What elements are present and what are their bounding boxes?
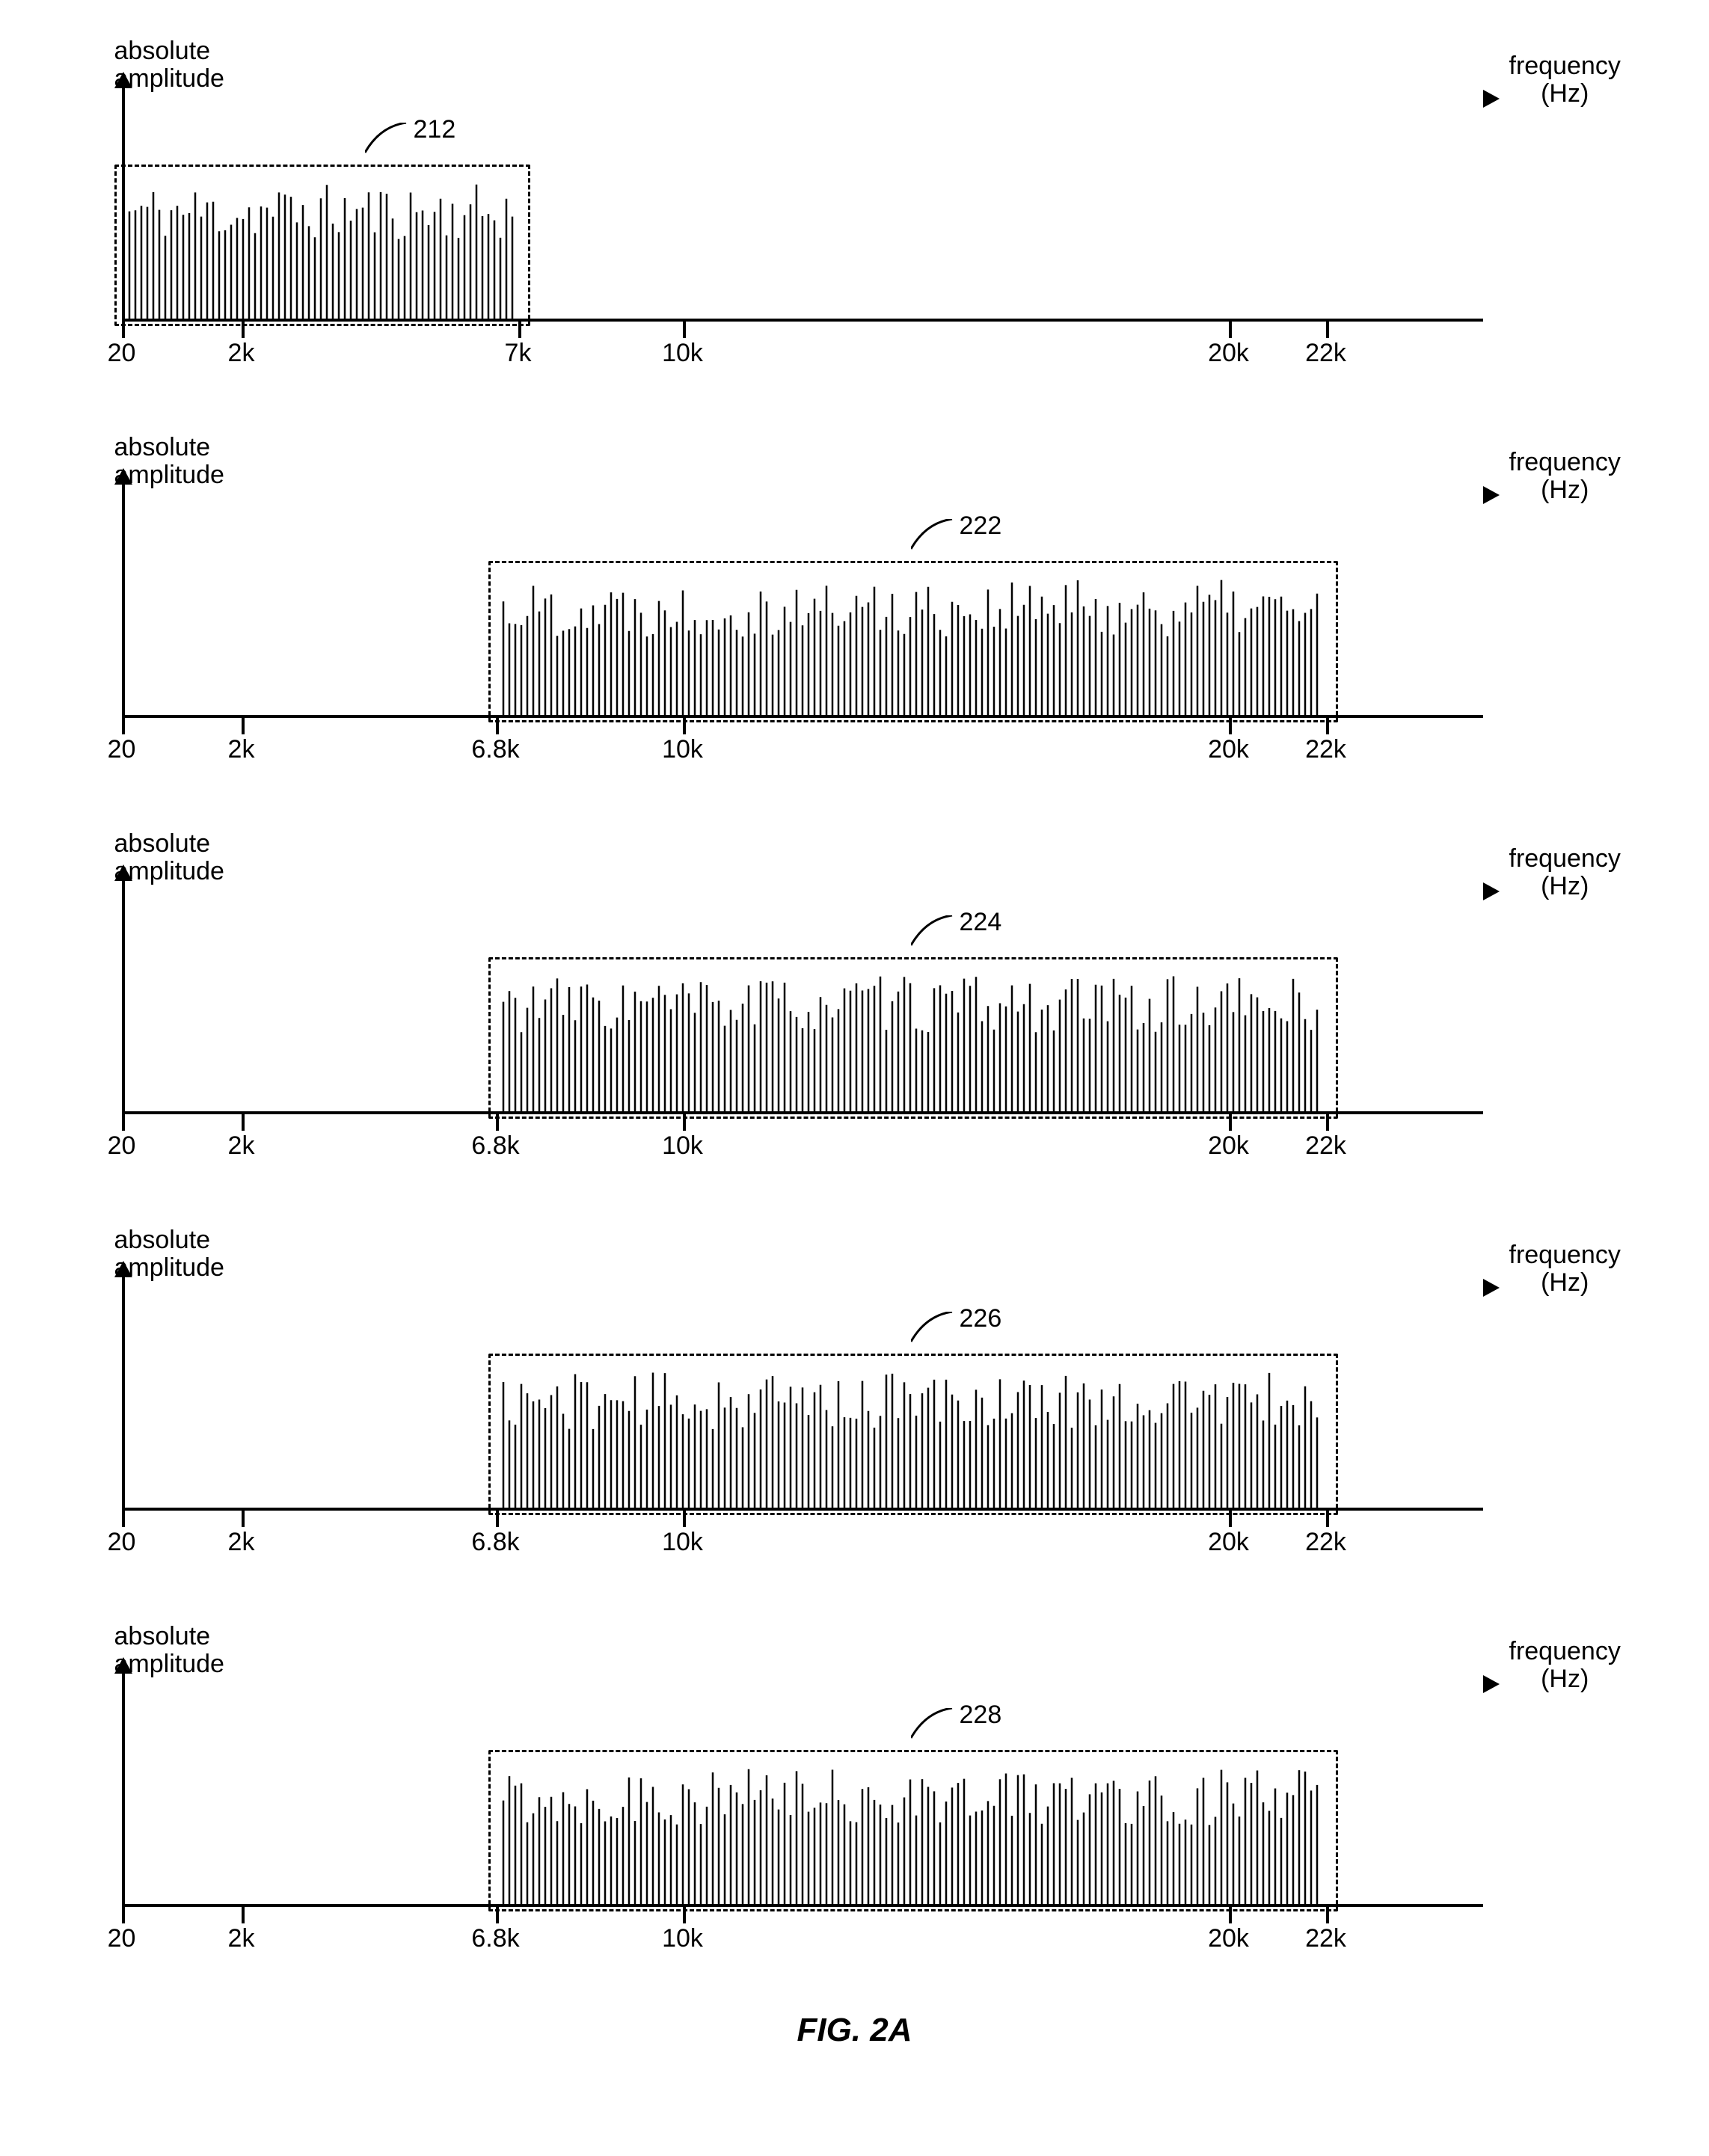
x-tick-label: 20 [108,1924,136,1953]
x-tick [122,718,125,734]
chart-212: absolute amplitude frequency (Hz) 20 2k 7k 10… [32,30,1678,381]
x-axis-label: frequency (Hz) [1509,52,1621,108]
x-tick [1229,322,1232,338]
spectrum-bars [502,573,1323,715]
x-tick [122,1907,125,1923]
x-tick [242,1114,245,1131]
callout-arc-icon [911,1312,963,1353]
x-tick-label: 22k [1305,1528,1346,1557]
plot-area: absolute amplitudefrequency (Hz)202k6.8k… [122,1286,1453,1511]
x-tick [242,1511,245,1527]
y-axis-label: absolute amplitude [114,1623,224,1679]
figure-caption: FIG. 2A [32,2012,1678,2049]
x-tick-label: 20 [108,1528,136,1557]
x-tick-label: 2k [228,1131,255,1161]
x-axis-label: frequency (Hz) [1509,1241,1621,1297]
x-tick-label: 10k [662,1924,703,1953]
callout-arc-icon [365,123,417,164]
chart-224: absolute amplitude frequency (Hz) 20 2k 6.8k… [32,823,1678,1174]
x-tick-label: 20 [108,1131,136,1161]
callout-label: 228 [960,1701,1002,1730]
x-tick-label: 2k [228,1924,255,1953]
callout-label: 212 [414,115,456,144]
x-tick-label: 22k [1305,339,1346,368]
x-tick-label: 6.8k [471,1528,519,1557]
y-axis [122,875,125,1114]
chart-222: absolute amplitude frequency (Hz) 20 2k 6.8k… [32,426,1678,778]
plot-area: absolute amplitudefrequency (Hz)202k6.8k… [122,890,1453,1114]
x-tick-label: 6.8k [471,1924,519,1953]
y-axis [122,479,125,718]
x-axis-label: frequency (Hz) [1509,845,1621,901]
x-axis-arrow-icon [1483,486,1500,504]
x-axis-arrow-icon [1483,1675,1500,1693]
x-tick-label: 10k [662,339,703,368]
x-tick-label: 20k [1208,1924,1249,1953]
callout-arc-icon [911,915,963,956]
x-tick-label: 6.8k [471,735,519,764]
y-axis-label: absolute amplitude [114,1226,224,1283]
spectrum-bars [502,1366,1323,1508]
x-tick-label: 7k [505,339,532,368]
y-axis [122,1668,125,1907]
x-axis-arrow-icon [1483,1279,1500,1297]
x-tick-label: 20k [1208,339,1249,368]
spectrum-bars [502,969,1323,1111]
x-tick-label: 2k [228,339,255,368]
x-axis-arrow-icon [1483,90,1500,108]
x-tick-label: 2k [228,735,255,764]
spectrum-bars [502,1762,1323,1904]
x-tick [242,1907,245,1923]
x-tick [242,718,245,734]
x-axis-label: frequency (Hz) [1509,1638,1621,1694]
x-tick-label: 20k [1208,1528,1249,1557]
chart-226: absolute amplitude frequency (Hz) 20 2k 6.8k… [32,1219,1678,1570]
callout-label: 226 [960,1304,1002,1333]
y-axis [122,1271,125,1511]
x-tick-label: 20k [1208,1131,1249,1161]
callout-arc-icon [911,519,963,560]
y-axis-label: absolute amplitude [114,830,224,886]
x-tick-label: 10k [662,1131,703,1161]
x-tick-label: 6.8k [471,1131,519,1161]
x-axis-arrow-icon [1483,882,1500,900]
chart-228: absolute amplitude frequency (Hz) 20 2k 6.8k… [32,1615,1678,1967]
x-tick-label: 2k [228,1528,255,1557]
x-tick-label: 22k [1305,735,1346,764]
x-tick-label: 22k [1305,1924,1346,1953]
x-tick-label: 22k [1305,1131,1346,1161]
x-tick [122,1114,125,1131]
x-axis-label: frequency (Hz) [1509,449,1621,505]
y-axis-label: absolute amplitude [114,434,224,490]
spectrum-bars [128,176,517,319]
x-tick-label: 20 [108,339,136,368]
callout-label: 224 [960,908,1002,937]
figure-2a: absolute amplitude frequency (Hz) 20 2k 7k 10… [32,30,1678,2049]
plot-area: absolute amplitudefrequency (Hz)202k6.8k… [122,494,1453,718]
x-tick [683,322,686,338]
x-tick-label: 10k [662,735,703,764]
plot-area: absolute amplitudefrequency (Hz)202k7k10… [122,97,1453,322]
x-tick-label: 20 [108,735,136,764]
callout-arc-icon [911,1708,963,1749]
charts-container: absolute amplitude frequency (Hz) 20 2k 7k 10… [32,30,1678,1967]
y-axis-label: absolute amplitude [114,37,224,93]
x-tick-label: 10k [662,1528,703,1557]
plot-area: absolute amplitudefrequency (Hz)202k6.8k… [122,1683,1453,1907]
x-tick-label: 20k [1208,735,1249,764]
callout-label: 222 [960,512,1002,541]
x-tick [1326,322,1329,338]
x-tick [122,1511,125,1527]
